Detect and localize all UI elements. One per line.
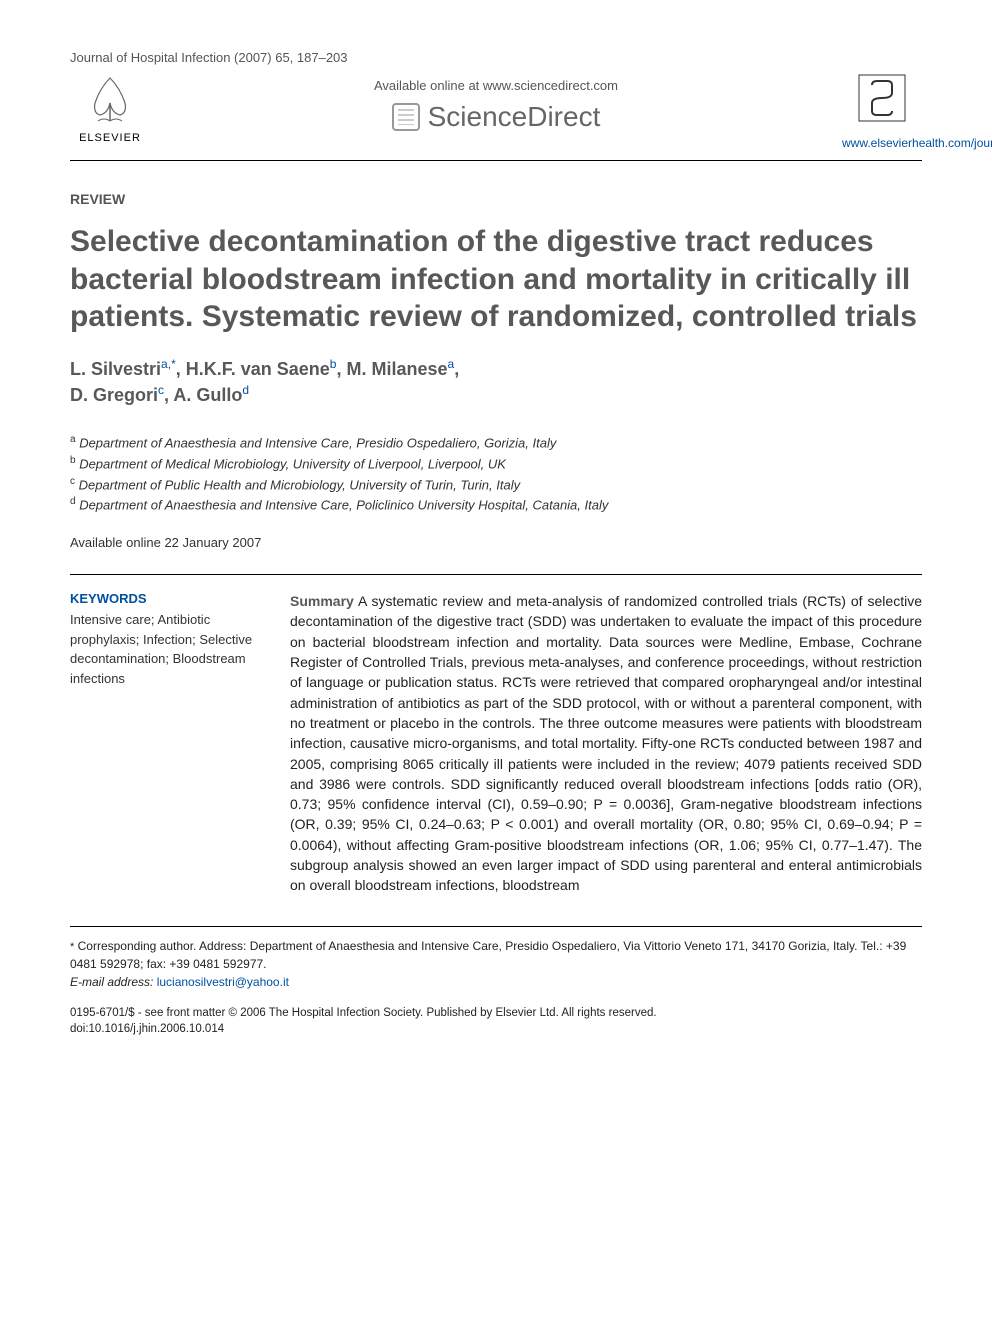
affiliation-line: b Department of Medical Microbiology, Un… bbox=[70, 453, 922, 474]
author-name: , M. Milanese bbox=[336, 359, 447, 379]
available-online-date: Available online 22 January 2007 bbox=[70, 535, 922, 550]
affiliation-line: c Department of Public Health and Microb… bbox=[70, 474, 922, 495]
body-columns: KEYWORDS Intensive care; Antibiotic prop… bbox=[70, 574, 922, 895]
email-line: E-mail address: lucianosilvestri@yahoo.i… bbox=[70, 973, 922, 991]
sciencedirect-text: ScienceDirect bbox=[428, 101, 601, 133]
email-label: E-mail address: bbox=[70, 975, 157, 989]
authors-block: L. Silvestria,*, H.K.F. van Saeneb, M. M… bbox=[70, 356, 922, 408]
footer-block: * Corresponding author. Address: Departm… bbox=[70, 926, 922, 1038]
affiliation-text: Department of Anaesthesia and Intensive … bbox=[79, 498, 608, 513]
affiliations-block: a Department of Anaesthesia and Intensiv… bbox=[70, 432, 922, 515]
author-name: L. Silvestri bbox=[70, 359, 161, 379]
corr-text: Corresponding author. Address: Departmen… bbox=[70, 939, 906, 972]
author-sep: , bbox=[454, 359, 459, 379]
email-link[interactable]: lucianosilvestri@yahoo.it bbox=[157, 975, 289, 989]
author-name: , A. Gullo bbox=[164, 385, 242, 405]
sciencedirect-logo: ScienceDirect bbox=[150, 101, 842, 133]
author-name: D. Gregori bbox=[70, 385, 158, 405]
summary-column: Summary A systematic review and meta-ana… bbox=[290, 591, 922, 895]
keywords-heading: KEYWORDS bbox=[70, 591, 260, 606]
journal-logo: www.elsevierhealth.com/journals/jhin bbox=[842, 73, 922, 150]
summary-heading: Summary bbox=[290, 593, 354, 609]
author-name: , H.K.F. van Saene bbox=[176, 359, 330, 379]
header-center: Available online at www.sciencedirect.co… bbox=[150, 73, 842, 133]
journal-url-link[interactable]: www.elsevierhealth.com/journals/jhin bbox=[842, 136, 922, 150]
affiliation-line: d Department of Anaesthesia and Intensiv… bbox=[70, 494, 922, 515]
keywords-column: KEYWORDS Intensive care; Antibiotic prop… bbox=[70, 591, 260, 895]
author-affil-sup: d bbox=[242, 383, 249, 397]
article-type-label: REVIEW bbox=[70, 191, 922, 207]
copyright-block: 0195-6701/$ - see front matter © 2006 Th… bbox=[70, 1005, 922, 1037]
copyright-line: 0195-6701/$ - see front matter © 2006 Th… bbox=[70, 1005, 922, 1021]
elsevier-logo: ELSEVIER bbox=[70, 73, 150, 144]
elsevier-tree-icon bbox=[70, 73, 150, 130]
affiliation-text: Department of Public Health and Microbio… bbox=[79, 477, 520, 492]
corresponding-author-note: * Corresponding author. Address: Departm… bbox=[70, 937, 922, 974]
affiliation-text: Department of Anaesthesia and Intensive … bbox=[79, 435, 556, 450]
available-online-text: Available online at www.sciencedirect.co… bbox=[150, 78, 842, 93]
elsevier-label: ELSEVIER bbox=[70, 132, 150, 144]
journal-glyph-icon bbox=[842, 73, 922, 130]
article-title: Selective decontamination of the digesti… bbox=[70, 223, 922, 336]
sciencedirect-icon bbox=[392, 103, 420, 131]
affiliation-line: a Department of Anaesthesia and Intensiv… bbox=[70, 432, 922, 453]
author-affil-sup: a, bbox=[161, 357, 171, 371]
summary-body: A systematic review and meta-analysis of… bbox=[290, 593, 922, 893]
keywords-list: Intensive care; Antibiotic prophylaxis; … bbox=[70, 610, 260, 688]
journal-reference: Journal of Hospital Infection (2007) 65,… bbox=[70, 50, 922, 65]
header-row: ELSEVIER Available online at www.science… bbox=[70, 73, 922, 161]
affiliation-text: Department of Medical Microbiology, Univ… bbox=[79, 456, 506, 471]
doi-line: doi:10.1016/j.jhin.2006.10.014 bbox=[70, 1021, 922, 1037]
